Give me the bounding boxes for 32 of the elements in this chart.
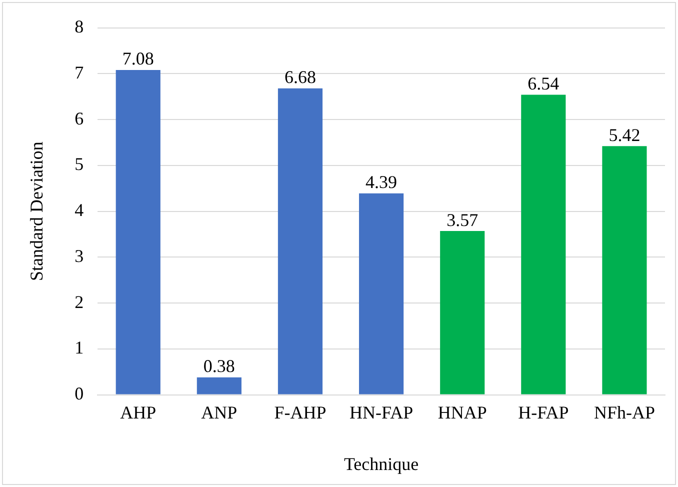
y-axis-title: Standard Deviation (26, 142, 47, 282)
bar (440, 231, 485, 394)
data-label: 7.08 (122, 48, 154, 69)
y-tick-label: 1 (74, 338, 84, 358)
bar (521, 94, 566, 394)
x-tick-label: NFh-AP (594, 402, 655, 422)
y-tick-label: 4 (74, 200, 84, 220)
data-label: 4.39 (366, 172, 398, 192)
y-tick-label: 0 (74, 384, 84, 404)
y-tick-label: 5 (74, 154, 84, 174)
x-tick-label: H-FAP (518, 402, 569, 422)
data-label: 6.68 (284, 67, 316, 88)
data-label: 6.54 (528, 74, 560, 94)
x-axis-title: Technique (344, 454, 419, 474)
data-label: 5.42 (608, 124, 640, 145)
bar (602, 146, 647, 394)
bar (116, 70, 160, 394)
x-tick-label: ANP (201, 402, 238, 422)
x-tick-label: HNAP (438, 402, 487, 422)
data-label: 0.38 (203, 356, 235, 376)
y-tick-label: 2 (74, 292, 84, 312)
y-tick-label: 3 (74, 246, 84, 266)
data-label: 3.57 (446, 210, 478, 230)
x-tick-label: F-AHP (274, 402, 326, 422)
x-tick-label: AHP (120, 402, 156, 422)
y-tick-label: 8 (74, 16, 84, 37)
bar (359, 193, 404, 394)
bar (196, 377, 242, 394)
y-tick-label: 6 (74, 108, 84, 128)
x-tick-label: HN-FAP (349, 402, 414, 422)
y-tick-label: 7 (74, 62, 84, 82)
bar (278, 88, 323, 394)
